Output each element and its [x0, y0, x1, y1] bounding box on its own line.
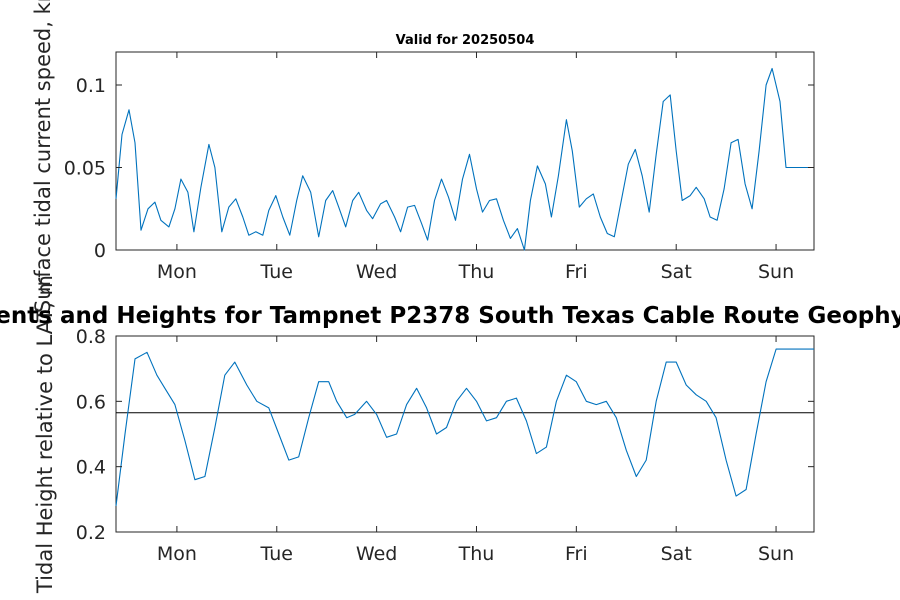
x-tick-label: Mon [157, 261, 197, 283]
x-tick-label: Sun [758, 261, 794, 283]
plot-frame [115, 335, 815, 533]
x-tick-label: Sat [661, 543, 692, 565]
y-tick-label: 0 [94, 240, 106, 262]
x-tick-label: Thu [458, 543, 495, 565]
y-tick-label: 0.2 [76, 522, 106, 544]
chart-title: Tidal Currents and Heights for Tampnet P… [0, 303, 900, 329]
x-tick-label: Tue [260, 261, 293, 283]
y-axis-label: Surface tidal current speed, kn [31, 0, 55, 313]
y-axis-label: Tidal Height relative to LAT, m [33, 275, 57, 594]
x-tick-label: Fri [565, 261, 588, 283]
x-tick-label: Tue [260, 543, 293, 565]
y-tick-label: 0.8 [76, 326, 106, 348]
chart-title: Valid for 20250504 [396, 33, 535, 48]
x-tick-label: Sun [758, 543, 794, 565]
y-tick-label: 0.1 [76, 75, 106, 97]
y-tick-label: 0.6 [76, 391, 106, 413]
x-tick-label: Sat [661, 261, 692, 283]
x-tick-label: Wed [356, 543, 397, 565]
x-tick-label: Thu [458, 261, 495, 283]
x-tick-label: Wed [356, 261, 397, 283]
x-tick-label: Fri [565, 543, 588, 565]
y-tick-label: 0.05 [64, 158, 106, 180]
x-tick-label: Mon [157, 543, 197, 565]
plot-frame [115, 51, 815, 251]
series-line-1 [115, 348, 814, 506]
chart-2: Mon Tue Wed Thu Fri Sat Sun 0.2 0.4 0.6 0.8 Tidal H… [0, 275, 900, 594]
chart-1: Mon Tue Wed Thu Fri Sat Sun 0 0.05 0.1 Surface tid… [31, 0, 815, 313]
series-line-1 [115, 67, 814, 251]
y-tick-label: 0.4 [76, 457, 106, 479]
